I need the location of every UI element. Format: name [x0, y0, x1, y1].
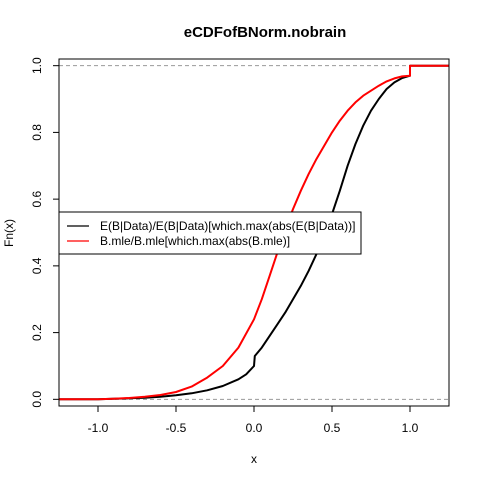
y-tick-label: 1.0: [30, 57, 44, 74]
legend-box: [58, 211, 362, 255]
series-line-mle: [59, 64, 449, 401]
legend: E(B|Data)/E(B|Data)[which.max(abs(E(B|Da…: [58, 211, 362, 255]
y-axis: 0.0 0.2 0.4 0.6 0.8 1.0: [30, 57, 59, 408]
x-axis: -1.0 -0.5 0.0 0.5 1.0: [88, 406, 419, 435]
y-tick-label: 0.6: [30, 190, 44, 207]
x-tick-label: 0.0: [246, 421, 263, 435]
x-tick-label: 1.0: [402, 421, 419, 435]
x-tick-label: 0.5: [324, 421, 341, 435]
chart-title: eCDFofBNorm.nobrain: [184, 24, 347, 41]
y-axis-label: Fn(x): [2, 219, 16, 247]
series-line-posterior: [59, 64, 449, 401]
y-tick-label: 0.4: [30, 257, 44, 274]
x-axis-label: x: [251, 452, 257, 466]
legend-label-posterior: E(B|Data)/E(B|Data)[which.max(abs(E(B|Da…: [100, 219, 355, 233]
x-tick-label: -1.0: [88, 421, 109, 435]
y-tick-label: 0.0: [30, 391, 44, 408]
y-tick-label: 0.2: [30, 324, 44, 341]
y-tick-label: 0.8: [30, 124, 44, 141]
series-layer: [59, 64, 449, 401]
x-tick-label: -0.5: [166, 421, 187, 435]
legend-label-mle: B.mle/B.mle[which.max(abs(B.mle)]: [100, 234, 290, 248]
